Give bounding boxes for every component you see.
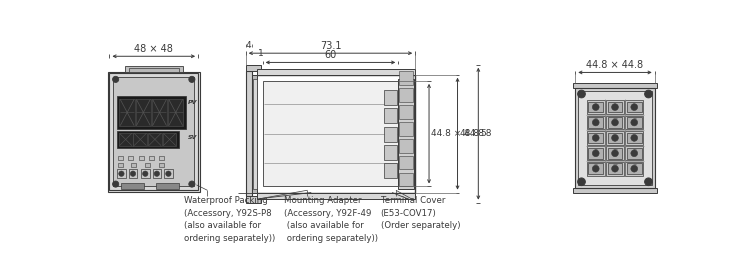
Text: Mounting Adapter
(Accessory, Y92F-49
 (also available for
 ordering separately)): Mounting Adapter (Accessory, Y92F-49 (al…	[284, 196, 378, 243]
Circle shape	[166, 171, 171, 176]
Bar	[399, 122, 412, 136]
Bar	[108, 72, 200, 192]
Bar	[587, 146, 604, 160]
Text: SV: SV	[188, 135, 197, 140]
Text: Terminal Cover
(E53-COV17)
(Order separately): Terminal Cover (E53-COV17) (Order separa…	[380, 196, 460, 230]
Text: PV: PV	[188, 100, 197, 105]
Bar	[125, 66, 183, 72]
Bar	[608, 117, 622, 128]
Circle shape	[631, 150, 638, 157]
Circle shape	[578, 178, 585, 186]
Bar	[606, 162, 624, 176]
Bar	[262, 81, 398, 186]
Bar	[145, 163, 150, 167]
Bar	[159, 156, 164, 160]
Bar	[113, 77, 194, 186]
Bar	[118, 163, 123, 167]
Bar	[399, 105, 412, 119]
Bar	[399, 173, 412, 186]
Circle shape	[611, 119, 619, 126]
Circle shape	[189, 181, 195, 187]
Bar	[119, 99, 135, 126]
Text: 44.8 × 44.8: 44.8 × 44.8	[586, 60, 644, 70]
Bar	[587, 100, 604, 114]
Bar	[589, 163, 603, 174]
Bar	[156, 183, 178, 189]
Bar	[589, 148, 603, 159]
Bar	[627, 148, 641, 159]
Circle shape	[645, 90, 652, 98]
Bar	[626, 116, 643, 129]
Bar	[254, 79, 257, 189]
Bar	[589, 117, 603, 128]
Bar	[257, 193, 416, 199]
Circle shape	[631, 104, 638, 110]
Circle shape	[611, 165, 619, 172]
Bar	[163, 133, 176, 146]
Bar	[118, 156, 123, 160]
Bar	[608, 102, 622, 113]
Bar	[627, 117, 641, 128]
Text: 60: 60	[324, 50, 337, 60]
Bar	[152, 99, 167, 126]
Circle shape	[142, 171, 148, 176]
Text: 48.8: 48.8	[460, 129, 480, 138]
Bar	[399, 88, 412, 102]
Text: 48 × 48: 48 × 48	[134, 44, 173, 54]
Bar	[168, 99, 184, 126]
Bar	[129, 170, 137, 178]
Circle shape	[631, 119, 638, 126]
Text: 44.8 × 44.8: 44.8 × 44.8	[431, 129, 484, 138]
Bar	[575, 88, 655, 188]
Circle shape	[645, 178, 652, 186]
Circle shape	[578, 90, 585, 98]
Bar	[384, 108, 397, 123]
Circle shape	[592, 119, 599, 126]
Bar	[246, 71, 252, 196]
Bar	[587, 131, 604, 145]
Bar	[159, 163, 164, 167]
Bar	[384, 127, 397, 142]
Bar	[117, 96, 187, 129]
Text: 58: 58	[481, 129, 492, 138]
Bar	[246, 196, 261, 202]
Bar	[626, 146, 643, 160]
Bar	[578, 91, 652, 185]
Bar	[626, 131, 643, 145]
Bar	[117, 131, 178, 148]
Bar	[399, 156, 412, 170]
Bar	[606, 100, 624, 114]
Bar	[134, 133, 147, 146]
Bar	[384, 145, 397, 160]
Bar	[399, 139, 412, 153]
Bar	[589, 102, 603, 113]
Bar	[627, 133, 641, 143]
Bar	[587, 162, 604, 176]
Bar	[136, 99, 151, 126]
Circle shape	[592, 134, 599, 141]
Text: 4: 4	[246, 41, 252, 50]
Circle shape	[112, 76, 118, 82]
Bar	[117, 170, 126, 178]
Bar	[152, 170, 161, 178]
Circle shape	[154, 171, 160, 176]
Bar	[139, 156, 144, 160]
Bar	[384, 90, 397, 105]
Bar	[121, 183, 144, 189]
Bar	[573, 83, 657, 88]
Circle shape	[631, 134, 638, 141]
Bar	[252, 75, 257, 193]
Circle shape	[592, 104, 599, 110]
Circle shape	[611, 150, 619, 157]
Bar	[627, 163, 641, 174]
Bar	[110, 73, 198, 190]
Bar	[608, 148, 622, 159]
Text: 73.1: 73.1	[320, 41, 341, 51]
Bar	[118, 133, 133, 146]
Bar	[398, 79, 414, 189]
Bar	[246, 65, 261, 71]
Bar	[257, 69, 416, 75]
Bar	[608, 133, 622, 143]
Circle shape	[592, 165, 599, 172]
Bar	[589, 133, 603, 143]
